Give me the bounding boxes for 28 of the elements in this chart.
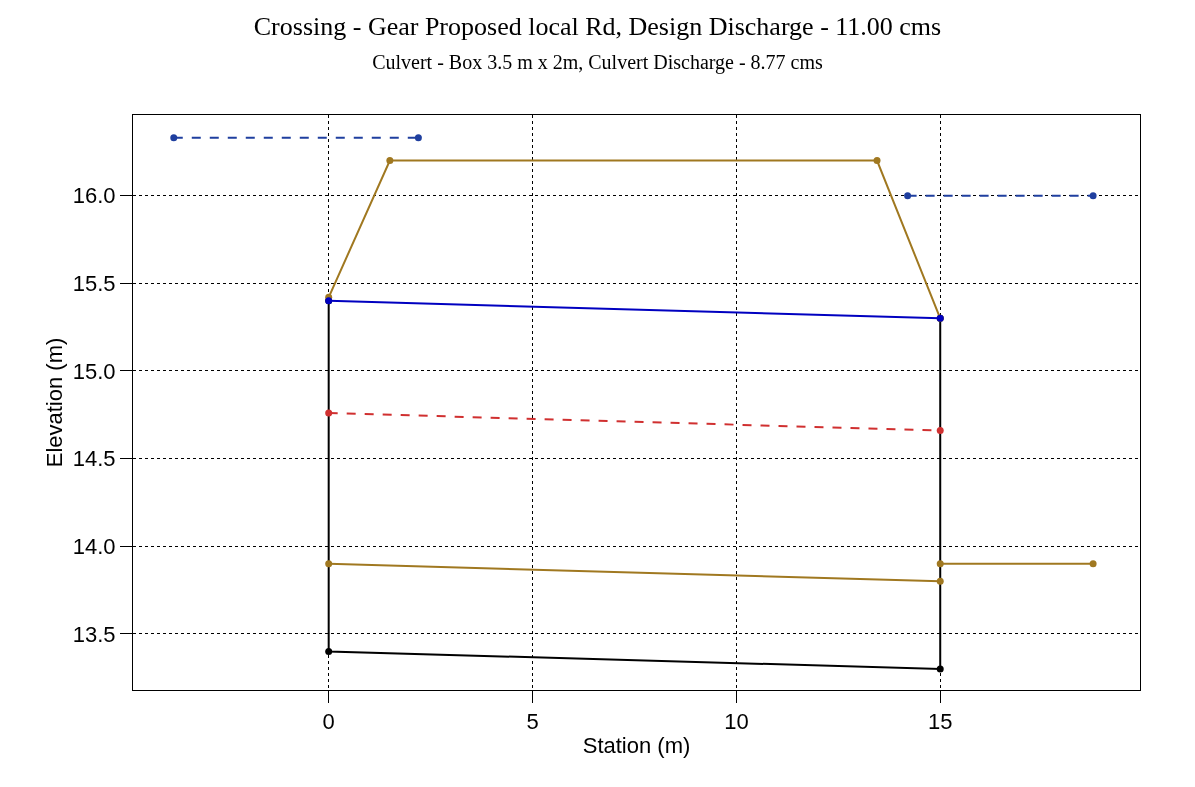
point: [414, 134, 422, 142]
chart-title: Crossing - Gear Proposed local Rd, Design Discharge - 11.00 cms: [253, 12, 942, 42]
point: [1089, 192, 1097, 200]
point: [936, 560, 944, 568]
y-tick-label: 15.5: [72, 270, 116, 296]
chart-subtitle: Culvert - Box 3.5 m x 2m, Culvert Discharge - 8.77 cms: [372, 51, 824, 75]
point: [170, 134, 178, 142]
x-tick-label: 15: [927, 709, 953, 735]
point: [325, 560, 333, 568]
point: [936, 665, 944, 673]
point: [936, 427, 944, 435]
point: [325, 647, 333, 655]
point: [325, 409, 333, 417]
point: [386, 157, 394, 165]
x-tick-label: 10: [724, 709, 749, 735]
x-tick-label: 5: [526, 709, 539, 735]
point: [936, 577, 944, 585]
y-tick-label: 13.5: [72, 621, 116, 647]
x-axis-title: Station (m): [582, 733, 691, 759]
x-tick-label: 0: [322, 709, 335, 735]
y-tick-label: 16.0: [72, 183, 116, 209]
y-tick-label: 15.0: [72, 358, 116, 384]
y-tick-label: 14.0: [72, 533, 116, 559]
point: [873, 157, 881, 165]
point: [1089, 560, 1097, 568]
point: [904, 192, 912, 200]
y-axis-title: Elevation (m): [41, 337, 67, 468]
y-tick-label: 14.5: [72, 446, 116, 472]
